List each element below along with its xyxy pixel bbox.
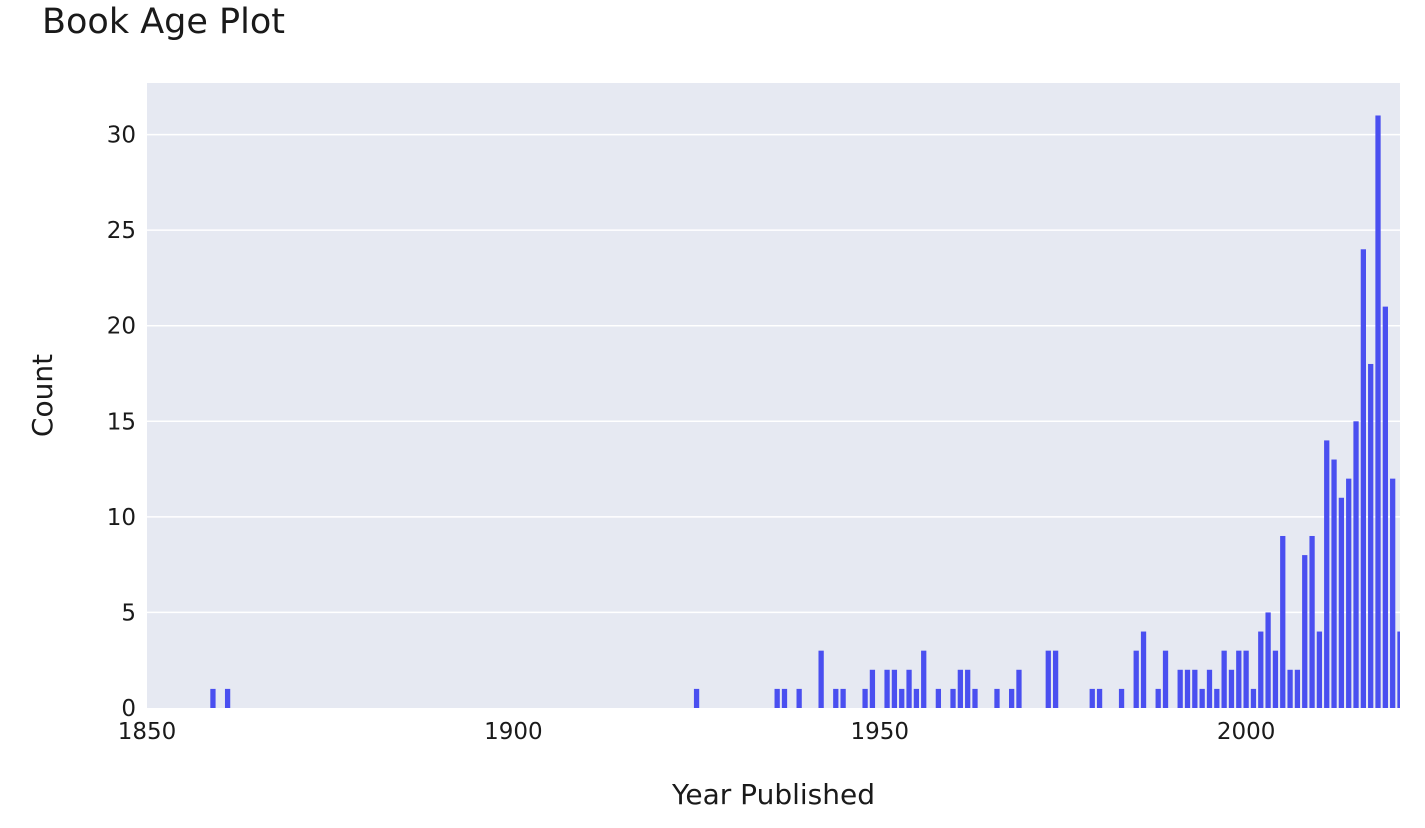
- bar-1983: [1118, 688, 1125, 708]
- y-tick-label: 5: [121, 600, 136, 626]
- bar-1961: [957, 669, 963, 708]
- y-axis-label: Count: [26, 354, 59, 437]
- x-tick-label: 1950: [850, 719, 909, 745]
- bar-2001: [1250, 688, 1257, 708]
- bar-1988: [1155, 688, 1161, 708]
- bar-1956: [921, 650, 927, 708]
- bar-1997: [1221, 650, 1227, 708]
- bar-1861: [224, 688, 231, 708]
- bar-2012: [1331, 459, 1337, 708]
- bar-1925: [693, 688, 700, 708]
- bar-1948: [862, 688, 868, 708]
- bar-2013: [1338, 497, 1345, 708]
- x-tick-label: 1900: [484, 719, 543, 745]
- bar-1989: [1162, 650, 1169, 708]
- bar-1973: [1045, 650, 1051, 708]
- y-tick-label: 0: [121, 696, 136, 722]
- bar-2015: [1353, 421, 1359, 708]
- bar-2020: [1390, 478, 1396, 708]
- bar-1944: [833, 688, 839, 708]
- bar-1939: [796, 688, 802, 708]
- bar-1958: [935, 688, 942, 708]
- bar-2011: [1324, 440, 1330, 708]
- bar-1968: [1009, 688, 1015, 708]
- y-tick-label: 25: [107, 218, 136, 244]
- bar-1995: [1206, 669, 1213, 708]
- bar-1952: [891, 669, 898, 708]
- bar-1991: [1177, 669, 1183, 708]
- gridlines: [147, 133, 1400, 614]
- bar-1992: [1184, 669, 1191, 708]
- bar-1942: [818, 650, 824, 708]
- bar-1960: [950, 688, 956, 708]
- x-axis-label: Year Published: [671, 778, 875, 811]
- chart-title: Book Age Plot: [42, 2, 286, 42]
- bar-1949: [869, 669, 876, 708]
- bar-2002: [1258, 631, 1264, 708]
- y-axis-ticks: 0 5 10 15 20 25 30: [107, 123, 136, 722]
- plot-background: [147, 83, 1400, 708]
- bar-2006: [1287, 669, 1293, 708]
- x-tick-label: 2000: [1217, 719, 1276, 745]
- x-axis-ticks: 1850 1900 1950 2000: [118, 719, 1276, 745]
- y-tick-label: 30: [107, 123, 136, 149]
- y-tick-label: 15: [107, 409, 136, 435]
- bar-2008: [1302, 555, 1308, 708]
- y-tick-label: 20: [107, 314, 136, 340]
- bar-1962: [965, 669, 971, 708]
- y-tick-label: 10: [107, 505, 136, 531]
- bar-2009: [1309, 535, 1315, 708]
- bar-1859: [210, 688, 216, 708]
- bar-2019: [1382, 306, 1388, 708]
- bar-1955: [913, 688, 920, 708]
- bar-1974: [1052, 650, 1059, 708]
- bar-1945: [840, 688, 846, 708]
- bar-2005: [1280, 535, 1286, 708]
- bar-1996: [1214, 688, 1220, 708]
- bar-2018: [1375, 115, 1381, 708]
- bar-2000: [1243, 650, 1249, 708]
- bar-1999: [1236, 650, 1242, 708]
- bar-1969: [1016, 669, 1022, 708]
- bar-2017: [1368, 363, 1374, 708]
- bar-2016: [1360, 249, 1367, 708]
- bar-1951: [884, 669, 890, 708]
- bar-1966: [994, 688, 1000, 708]
- x-tick-label: 1850: [118, 719, 177, 745]
- bar-2007: [1294, 669, 1301, 708]
- bar-1954: [906, 669, 912, 708]
- bar-2021: [1397, 631, 1400, 708]
- bar-1937: [781, 688, 788, 708]
- bar-2003: [1265, 612, 1271, 708]
- bar-1963: [972, 688, 978, 708]
- bar-1998: [1228, 669, 1235, 708]
- bar-2014: [1346, 478, 1352, 708]
- bar-1985: [1133, 650, 1139, 708]
- bar-1936: [774, 688, 780, 708]
- bar-1993: [1192, 669, 1198, 708]
- bar-2010: [1316, 631, 1323, 708]
- bar-1980: [1096, 688, 1103, 708]
- bar-1979: [1089, 688, 1095, 708]
- bar-1994: [1199, 688, 1205, 708]
- bar-2004: [1272, 650, 1279, 708]
- bar-1986: [1140, 631, 1147, 708]
- bar-series: [210, 115, 1400, 708]
- bar-1953: [899, 688, 905, 708]
